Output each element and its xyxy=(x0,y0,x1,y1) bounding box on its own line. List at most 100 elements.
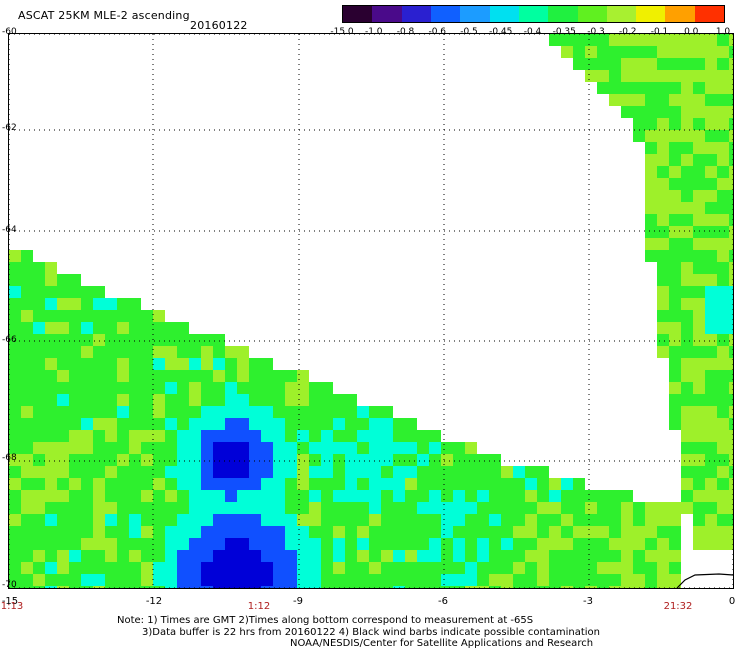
swath-cell xyxy=(681,142,693,154)
swath-cell xyxy=(405,442,417,454)
swath-cell xyxy=(261,418,273,430)
swath-cell xyxy=(357,550,369,562)
swath-cell xyxy=(309,550,321,562)
swath-cell xyxy=(669,178,681,190)
swath-cell xyxy=(657,70,669,82)
swath-cell xyxy=(261,382,273,394)
swath-cell xyxy=(681,478,693,490)
swath-cell xyxy=(105,394,117,406)
swath-cell xyxy=(381,562,393,574)
swath-cell xyxy=(81,454,93,466)
swath-cell xyxy=(69,274,81,286)
swath-cell xyxy=(729,442,733,454)
swath-cell xyxy=(213,478,225,490)
swath-cell xyxy=(93,322,105,334)
swath-cell xyxy=(57,274,69,286)
swath-cell xyxy=(45,466,57,478)
swath-cell xyxy=(129,298,141,310)
swath-cell xyxy=(429,442,441,454)
swath-cell xyxy=(453,442,465,454)
swath-cell xyxy=(681,262,693,274)
swath-cell xyxy=(465,514,477,526)
swath-cell xyxy=(381,550,393,562)
colorbar-tick-label: -0.5 xyxy=(460,27,478,37)
swath-cell xyxy=(45,478,57,490)
swath-cell xyxy=(489,478,501,490)
swath-cell xyxy=(621,562,633,574)
swath-cell xyxy=(177,478,189,490)
swath-cell xyxy=(645,130,657,142)
colorbar-tick-label: -0.2 xyxy=(618,27,637,37)
swath-cell xyxy=(237,382,249,394)
swath-cell xyxy=(681,430,693,442)
swath-cell xyxy=(477,454,489,466)
swath-cell xyxy=(33,562,45,574)
swath-cell xyxy=(429,514,441,526)
swath-cell xyxy=(693,70,705,82)
swath-cell xyxy=(273,562,285,574)
swath-cell xyxy=(645,202,657,214)
swath-cell xyxy=(525,538,537,550)
swath-cell xyxy=(729,286,733,298)
swath-cell xyxy=(525,526,537,538)
swath-cell xyxy=(189,418,201,430)
swath-cell xyxy=(381,430,393,442)
swath-cell xyxy=(597,46,609,58)
swath-cell xyxy=(213,586,225,588)
swath-cell xyxy=(129,442,141,454)
swath-cell xyxy=(309,406,321,418)
swath-cell xyxy=(681,346,693,358)
swath-cell xyxy=(705,274,717,286)
swath-cell xyxy=(57,550,69,562)
swath-cell xyxy=(657,94,669,106)
swath-cell xyxy=(405,454,417,466)
swath-cell xyxy=(585,46,597,58)
swath-cell xyxy=(21,562,33,574)
swath-cell xyxy=(669,118,681,130)
swath-cell xyxy=(9,538,21,550)
swath-cell xyxy=(621,526,633,538)
swath-cell xyxy=(297,370,309,382)
swath-cell xyxy=(285,478,297,490)
swath-cell xyxy=(717,430,729,442)
swath-cell xyxy=(69,370,81,382)
swath-cell xyxy=(645,178,657,190)
swath-cell xyxy=(249,442,261,454)
swath-cell xyxy=(21,382,33,394)
swath-cell xyxy=(153,358,165,370)
swath-cell xyxy=(645,238,657,250)
swath-cell xyxy=(165,442,177,454)
swath-cell xyxy=(177,382,189,394)
swath-cell xyxy=(165,574,177,586)
swath-cell xyxy=(165,394,177,406)
swath-cell xyxy=(81,526,93,538)
swath-cell xyxy=(621,70,633,82)
note-line-1: Note: 1) Times are GMT 2)Times along bot… xyxy=(117,615,534,626)
swath-cell xyxy=(693,226,705,238)
swath-cell xyxy=(285,370,297,382)
swath-cell xyxy=(273,490,285,502)
swath-cell xyxy=(681,58,693,70)
swath-cell xyxy=(705,394,717,406)
swath-cell xyxy=(453,538,465,550)
swath-cell xyxy=(129,394,141,406)
swath-cell xyxy=(693,46,705,58)
swath-cell xyxy=(333,442,345,454)
swath-cell xyxy=(333,430,345,442)
swath-cell xyxy=(369,574,381,586)
swath-cell xyxy=(537,502,549,514)
swath-cell xyxy=(717,238,729,250)
swath-cell xyxy=(93,394,105,406)
swath-cell xyxy=(429,586,441,588)
swath-cell xyxy=(573,490,585,502)
swath-cell xyxy=(693,58,705,70)
swath-cell xyxy=(729,274,733,286)
swath-cell xyxy=(45,274,57,286)
swath-cell xyxy=(645,46,657,58)
swath-cell xyxy=(297,478,309,490)
swath-cell xyxy=(321,466,333,478)
swath-cell xyxy=(285,574,297,586)
swath-cell xyxy=(57,382,69,394)
swath-cell xyxy=(369,586,381,588)
swath-cell xyxy=(21,586,33,588)
